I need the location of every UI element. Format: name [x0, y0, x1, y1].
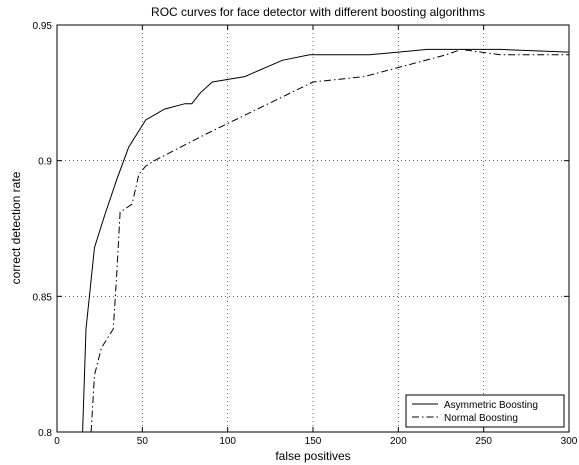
- grid: [57, 25, 569, 432]
- x-tick-label: 300: [561, 436, 578, 447]
- legend: Asymmetric Boosting Normal Boosting: [405, 394, 565, 428]
- x-tick-label: 150: [305, 436, 322, 447]
- x-axis-label: false positives: [275, 449, 350, 463]
- y-tick-label: 0.9: [38, 157, 52, 168]
- x-ticks: 0 50 100 150 200 250 300: [54, 25, 578, 447]
- y-tick-label: 0.95: [33, 21, 53, 32]
- series-line: [82, 48, 570, 433]
- x-tick-label: 250: [475, 436, 492, 447]
- y-axis-label: correct detection rate: [9, 171, 23, 284]
- series-layer: [82, 48, 570, 433]
- plot-frame: [56, 24, 570, 433]
- x-tick-label: 50: [137, 436, 149, 447]
- series-line: [90, 48, 569, 433]
- chart-title: ROC curves for face detector with differ…: [151, 5, 485, 19]
- legend-label: Normal Boosting: [444, 413, 518, 424]
- x-tick-label: 100: [219, 436, 236, 447]
- legend-label: Asymmetric Boosting: [444, 400, 538, 411]
- x-tick-label: 0: [54, 436, 60, 447]
- y-ticks: 0.8 0.85 0.9 0.95: [33, 21, 569, 439]
- legend-box: [405, 394, 565, 428]
- y-tick-label: 0.8: [38, 428, 52, 439]
- x-tick-label: 200: [390, 436, 407, 447]
- y-tick-label: 0.85: [33, 292, 53, 303]
